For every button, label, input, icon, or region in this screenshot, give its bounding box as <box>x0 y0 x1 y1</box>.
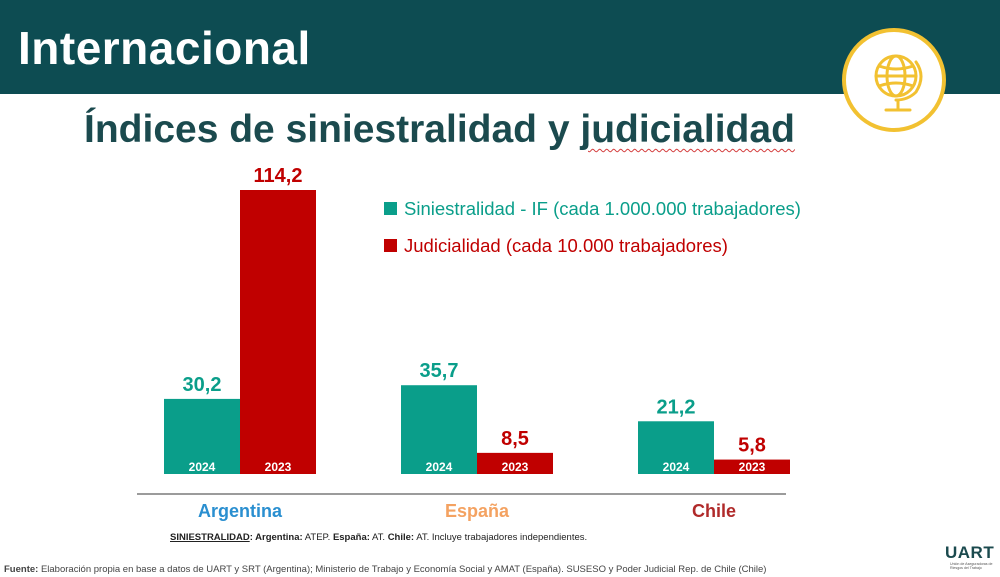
bar-chile-siniestralidad <box>638 421 714 474</box>
year-label-argentina-siniestralidad: 2024 <box>189 460 216 474</box>
legend-label-siniestralidad: Siniestralidad - IF (cada 1.000.000 trab… <box>404 197 801 219</box>
uart-logo-word: UART <box>945 543 995 562</box>
footnote-es-label: España: <box>332 532 370 543</box>
category-label-chile: Chile <box>692 501 736 521</box>
data-label-argentina-siniestralidad: 30,2 <box>183 374 222 396</box>
bar-espana-siniestralidad <box>401 385 477 474</box>
globe-badge <box>842 28 946 132</box>
globe-icon <box>874 54 923 112</box>
data-label-espana-judicialidad: 8,5 <box>501 428 529 450</box>
footnote-label: SINIESTRALIDAD <box>170 532 250 543</box>
data-label-espana-siniestralidad: 35,7 <box>420 360 459 382</box>
legend-item-judicialidad: Judicialidad (cada 10.000 trabajadores) <box>384 227 801 264</box>
header-bar: Internacional <box>0 0 1000 94</box>
year-label-argentina-judicialidad: 2023 <box>265 460 292 474</box>
chart-title-part1: Índices de siniestralidad y <box>84 108 581 151</box>
year-label-espana-siniestralidad: 2024 <box>426 460 453 474</box>
category-label-argentina: Argentina <box>198 501 283 521</box>
source-text: Elaboración propia en base a datos de UA… <box>38 564 767 575</box>
legend: Siniestralidad - IF (cada 1.000.000 trab… <box>384 190 801 264</box>
chart-title-part2: judicialidad <box>580 108 795 151</box>
footnote-ar-label: Argentina: <box>255 532 303 543</box>
footnote-sep: : <box>249 532 256 543</box>
data-label-argentina-judicialidad: 114,2 <box>254 165 303 187</box>
uart-logo-subtitle: Unión de Aseguradoras de Riesgos del Tra… <box>950 562 993 570</box>
year-label-chile-siniestralidad: 2024 <box>663 460 690 474</box>
data-label-chile-siniestralidad: 21,2 <box>657 396 696 418</box>
legend-item-siniestralidad: Siniestralidad - IF (cada 1.000.000 trab… <box>384 190 801 227</box>
bar-chile-judicialidad <box>714 459 790 474</box>
page-title: Internacional <box>18 22 311 74</box>
legend-label-judicialidad: Judicialidad (cada 10.000 trabajadores) <box>404 234 728 256</box>
bar-argentina-siniestralidad <box>164 398 240 474</box>
footnote-cl-value: AT. Incluye trabajadores independientes. <box>414 532 588 543</box>
source-label: Fuente: <box>4 564 39 575</box>
category-label-espana: España <box>445 501 510 521</box>
data-label-chile-judicialidad: 5,8 <box>738 435 766 457</box>
footnote-cl-label: Chile: <box>387 532 415 543</box>
year-label-chile-judicialidad: 2023 <box>739 460 766 474</box>
footnote-ar-value: ATEP. <box>302 532 333 543</box>
chart-title: Índices de siniestralidad y judicialidad <box>84 103 795 157</box>
year-label-espana-judicialidad: 2023 <box>502 460 529 474</box>
uart-logo: UART Unión de Aseguradoras de Riesgos de… <box>945 544 995 576</box>
footnote-siniestralidad: SINIESTRALIDAD: Argentina: ATEP. España:… <box>170 532 587 543</box>
source-note: Fuente: Elaboración propia en base a dat… <box>4 564 766 575</box>
legend-swatch-judicialidad <box>384 239 397 252</box>
footnote-es-value: AT. <box>369 532 388 543</box>
legend-swatch-siniestralidad <box>384 202 397 215</box>
bar-espana-judicialidad <box>477 452 553 474</box>
bar-argentina-judicialidad <box>240 190 316 474</box>
